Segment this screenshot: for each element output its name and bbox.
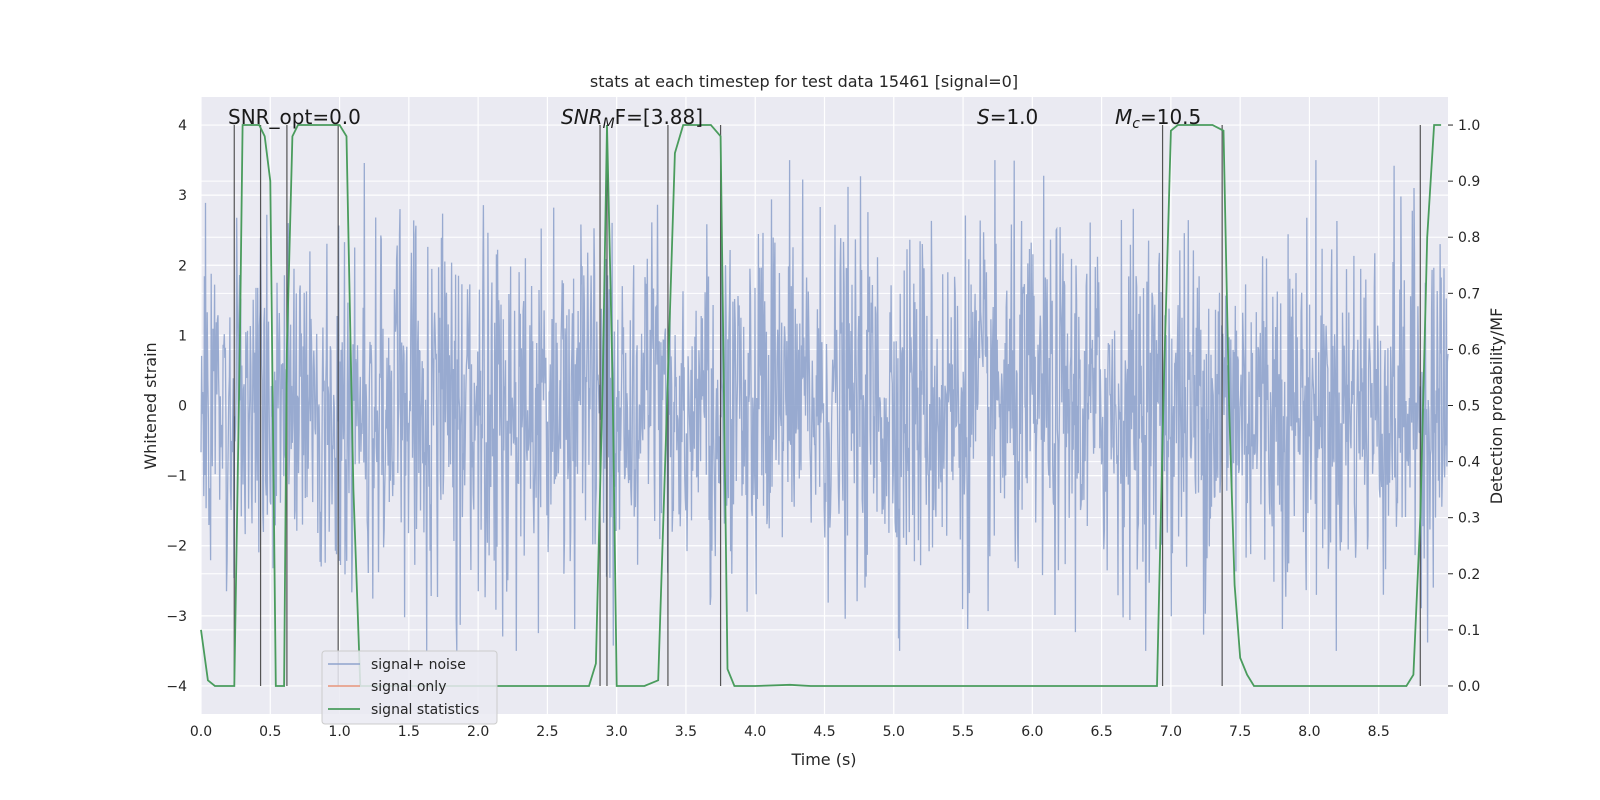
y-tick-label: 3: [178, 188, 187, 204]
legend-box: [321, 650, 498, 725]
annotation-snr-opt: SNR_opt=0.0: [228, 105, 361, 129]
y2-tick-labels: 1.0 0.9 0.8 0.7 0.6 0.5 0.4 0.3 0.2 0.1 0.0: [1448, 118, 1480, 695]
x-tick-label: 1.0: [328, 724, 350, 740]
x-tick-label: 5.5: [952, 724, 974, 740]
x-tick-label: 0.5: [259, 724, 281, 740]
y-axis-label: Whitened strain: [141, 342, 160, 469]
y2-tick-label: 0.6: [1458, 342, 1480, 358]
x-tick-label: 2.5: [536, 724, 558, 740]
annotation-s-value: =1.0: [990, 105, 1039, 129]
x-tick-label: 4.5: [813, 724, 835, 740]
y2-tick-label: 0.2: [1458, 567, 1480, 583]
annotation-s-symbol: S: [977, 105, 990, 129]
x-tick-label: 7.5: [1229, 724, 1251, 740]
y2-tick-label: 0.0: [1458, 679, 1480, 695]
legend-label-signal-statistics: signal statistics: [371, 702, 479, 718]
x-tick-label: 5.0: [883, 724, 905, 740]
annotation-mc-value: =10.5: [1140, 105, 1201, 129]
y-tick-label: −3: [166, 609, 187, 625]
annotation-snr-mf-sub: M: [603, 116, 615, 132]
y2-tick-label: 0.5: [1458, 399, 1480, 415]
signal-noise-line: [200, 160, 1449, 651]
x-axis-label: Time (s): [790, 750, 856, 769]
annotation-snr-mf-symbol: SNR: [561, 105, 603, 129]
y2-tick-label: 1.0: [1458, 118, 1480, 134]
x-tick-labels: 0.0 0.5 1.0 1.5 2.0 2.5 3.0 3.5 4.0 4.5 5.0 5.5 6.0 6…: [190, 724, 1390, 740]
legend-label-signal-only: signal only: [371, 679, 446, 695]
x-tick-label: 0.0: [190, 724, 212, 740]
y2-axis-label: Detection probability/MF: [1487, 308, 1506, 505]
annotation-snr-mf: SNRMF=[3.88]: [561, 105, 703, 132]
y-tick-label: −4: [166, 679, 187, 695]
signal-statistics-line: [200, 124, 1442, 687]
x-tick-label: 6.5: [1090, 724, 1112, 740]
y-tick-label: −2: [166, 539, 187, 555]
signal-statistics-series: [200, 124, 1442, 687]
y-tick-label: 2: [178, 258, 187, 274]
x-tick-label: 7.0: [1160, 724, 1182, 740]
annotation-mc-symbol: M: [1115, 105, 1132, 129]
x-tick-label: 4.0: [744, 724, 766, 740]
x-tick-label: 3.5: [675, 724, 697, 740]
y-tick-label: 4: [178, 118, 187, 134]
y2-tick-label: 0.7: [1458, 286, 1480, 302]
annotation-mc: Mc=10.5: [1115, 105, 1201, 132]
y2-tick-label: 0.4: [1458, 455, 1480, 471]
y-tick-label: −1: [166, 469, 187, 485]
x-tick-label: 6.0: [1021, 724, 1043, 740]
annotation-mc-sub: c: [1132, 116, 1140, 132]
y-tick-label: 0: [178, 399, 187, 415]
signal-noise-series: [200, 160, 1449, 651]
chart-title: stats at each timestep for test data 154…: [590, 72, 1018, 91]
legend: signal+ noise signal only signal statist…: [321, 650, 498, 725]
grid-lines: [200, 97, 1448, 714]
x-tick-label: 3.0: [606, 724, 628, 740]
y2-tick-label: 0.8: [1458, 230, 1480, 246]
annotation-s: S=1.0: [977, 105, 1038, 129]
x-tick-label: 2.0: [467, 724, 489, 740]
y2-tick-label: 0.9: [1458, 174, 1480, 190]
y-tick-labels: 4 3 2 1 0 −1 −2 −3 −4: [166, 118, 187, 695]
x-tick-label: 8.5: [1368, 724, 1390, 740]
y2-tick-label: 0.1: [1458, 623, 1480, 639]
x-tick-label: 1.5: [398, 724, 420, 740]
x-tick-label: 8.0: [1298, 724, 1320, 740]
legend-label-signal-noise: signal+ noise: [371, 657, 466, 673]
y-tick-label: 1: [178, 328, 187, 344]
annotation-snr-mf-value: F=[3.88]: [615, 105, 703, 129]
y2-tick-label: 0.3: [1458, 511, 1480, 527]
